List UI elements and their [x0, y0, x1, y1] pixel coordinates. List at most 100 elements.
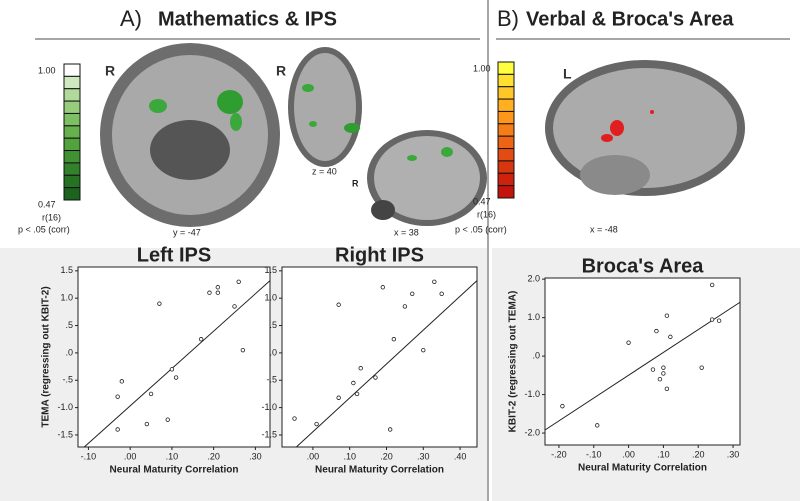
data-point: [115, 394, 120, 399]
colorbar-cell: [497, 148, 515, 162]
y-tick-label: .5: [269, 320, 277, 330]
colorbar-cell: [497, 61, 515, 75]
colorbar-cell: [63, 100, 81, 114]
colorbar-cell: [497, 135, 515, 150]
colorbar-cell: [63, 75, 81, 90]
data-point: [157, 301, 162, 306]
fit-line: [544, 301, 741, 431]
x-tick-label: .00: [622, 449, 635, 459]
data-point: [391, 337, 397, 342]
colorbar-max: 1.00: [473, 63, 491, 73]
slice-label: y = -47: [173, 227, 201, 237]
colorbar-cell: [497, 123, 515, 137]
data-point: [595, 423, 600, 428]
x-tick-label: .20: [380, 451, 393, 461]
side-label: R: [276, 63, 286, 79]
data-point: [207, 290, 212, 295]
panel-title: Verbal & Broca's Area: [526, 8, 734, 30]
data-point: [215, 290, 221, 295]
side-label: L: [563, 66, 572, 82]
chart-title: Left IPS: [137, 244, 211, 266]
data-point: [421, 347, 426, 353]
y-tick-label: .0: [269, 347, 277, 357]
x-tick-label: .10: [166, 451, 179, 461]
y-tick-label: -.5: [266, 375, 277, 385]
colorbar-min: 0.47: [473, 196, 491, 206]
colorbar-cell: [497, 98, 515, 112]
slice-label: x = -48: [590, 224, 618, 234]
y-tick-label: -2.0: [524, 427, 540, 437]
data-point: [626, 340, 631, 345]
colorbar-max: 1.00: [38, 65, 56, 75]
data-point: [215, 285, 221, 290]
colorbar-cell: [63, 162, 81, 176]
colorbar-min: 0.47: [38, 199, 56, 209]
data-point: [661, 371, 666, 376]
data-point: [668, 334, 673, 340]
colorbar-cell: [497, 110, 515, 125]
colorbar-threshold: p < .05 (corr): [455, 224, 507, 234]
x-tick-label: .00: [124, 451, 137, 461]
y-tick-label: 1.5: [60, 265, 73, 275]
data-point: [115, 427, 120, 432]
y-tick-label: 1.0: [60, 293, 73, 303]
panel-letter: B): [497, 6, 519, 31]
slice-label: z = 40: [312, 166, 337, 176]
data-point: [240, 347, 246, 353]
slice-label: x = 38: [394, 227, 419, 237]
chart-title: Right IPS: [335, 244, 424, 266]
y-axis-label: KBIT-2 (regressing out TEMA): [508, 291, 519, 433]
data-point: [654, 328, 659, 334]
panel-letter: A): [120, 6, 142, 31]
data-point: [165, 417, 170, 422]
x-tick-label: -.20: [551, 449, 567, 459]
data-point: [410, 291, 415, 297]
data-point: [380, 285, 386, 290]
y-tick-label: 2.0: [527, 274, 540, 284]
x-axis-label: Neural Maturity Correlation: [110, 465, 239, 476]
side-label: R: [352, 178, 359, 188]
plot-area: [544, 277, 741, 446]
x-tick-label: .20: [692, 449, 705, 459]
x-tick-label: .20: [207, 451, 220, 461]
colorbar: [63, 63, 81, 201]
x-tick-label: .30: [417, 451, 430, 461]
data-point: [198, 337, 204, 342]
data-point: [432, 279, 437, 284]
x-tick-label: .00: [307, 451, 320, 461]
x-tick-label: .30: [727, 449, 740, 459]
y-tick-label: -1.0: [57, 402, 73, 412]
data-point: [699, 365, 704, 370]
colorbar-cell: [63, 174, 81, 189]
colorbar: [497, 61, 515, 199]
coronal-slice: [100, 43, 280, 227]
data-point: [351, 380, 356, 386]
chart-title: Broca's Area: [582, 255, 705, 277]
y-tick-label: -.5: [62, 375, 73, 385]
data-point: [148, 391, 154, 397]
data-point: [336, 302, 341, 307]
y-tick-label: -1.0: [524, 389, 540, 399]
data-point: [119, 379, 125, 384]
data-point: [358, 366, 363, 371]
y-tick-label: -1.5: [57, 429, 73, 439]
colorbar-cell: [63, 137, 81, 152]
x-tick-label: .40: [454, 451, 467, 461]
sagittal-slice: [367, 130, 487, 226]
y-tick-label: 1.0: [264, 293, 277, 303]
colorbar-cell: [63, 187, 81, 201]
data-point: [709, 282, 715, 288]
colorbar-cell: [497, 86, 515, 100]
y-tick-label: -1.0: [261, 402, 277, 412]
data-point: [314, 421, 319, 427]
data-point: [354, 391, 360, 397]
colorbar-cell: [497, 160, 515, 174]
colorbar-cell: [63, 150, 81, 164]
colorbar-cell: [63, 88, 81, 102]
y-tick-label: .0: [532, 350, 540, 360]
data-point: [292, 416, 297, 421]
y-tick-label: -1.5: [261, 429, 277, 439]
data-point: [664, 313, 670, 318]
data-point: [709, 317, 715, 322]
colorbar-cell: [497, 73, 515, 88]
